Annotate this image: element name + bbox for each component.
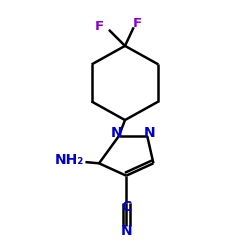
Text: F: F bbox=[132, 17, 141, 30]
Text: N: N bbox=[144, 126, 155, 140]
Text: C: C bbox=[121, 200, 131, 214]
Text: N: N bbox=[111, 126, 123, 140]
Text: NH₂: NH₂ bbox=[55, 153, 84, 167]
Text: F: F bbox=[94, 20, 104, 32]
Text: N: N bbox=[120, 224, 132, 238]
